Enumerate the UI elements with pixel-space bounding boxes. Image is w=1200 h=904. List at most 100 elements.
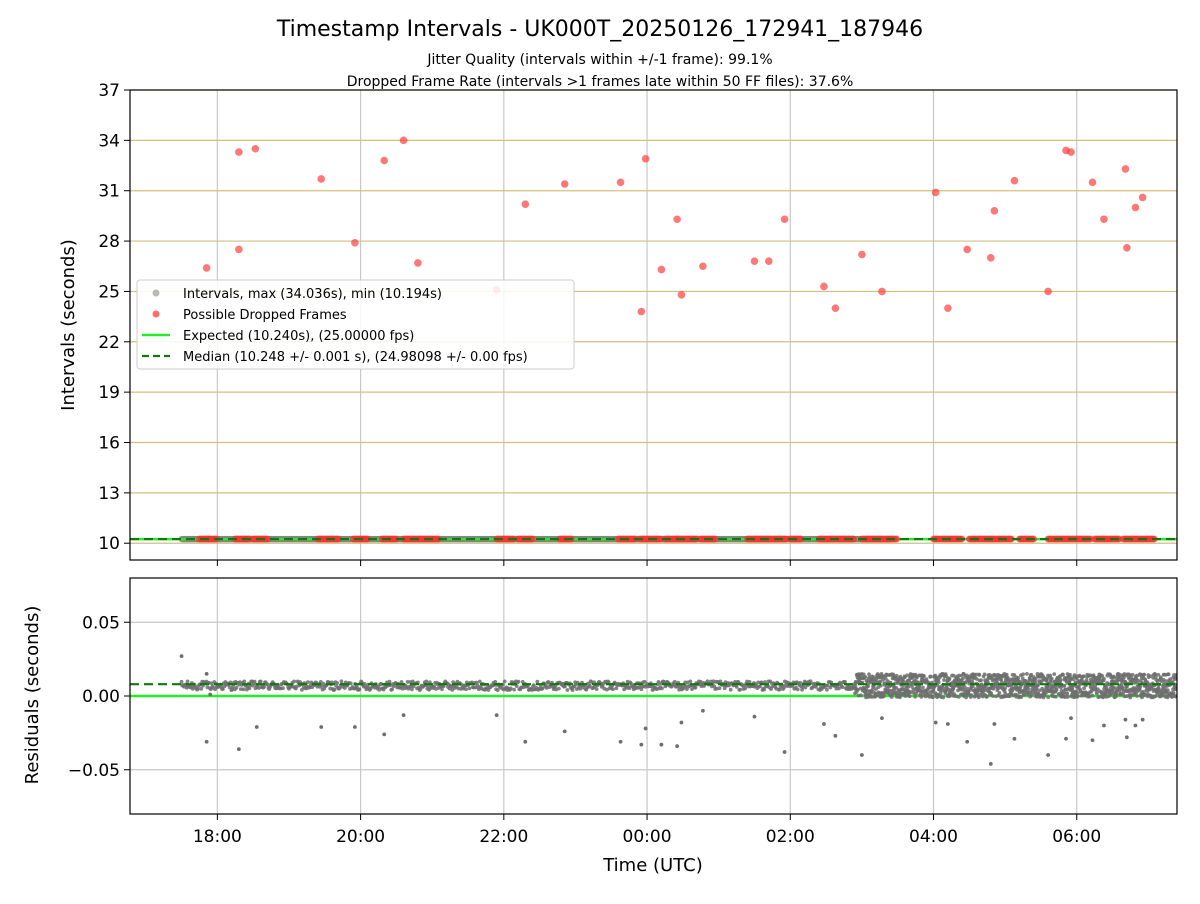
- dropped-frame-point: [831, 304, 840, 313]
- dropped-frame-point: [380, 156, 389, 165]
- legend-box: [136, 279, 575, 370]
- residual-point: [984, 694, 989, 699]
- residual-point: [252, 679, 257, 684]
- residual-outlier-point: [1046, 753, 1050, 757]
- residual-outlier-point: [880, 716, 884, 721]
- residual-point: [941, 695, 946, 700]
- residual-point: [502, 679, 507, 684]
- residual-outlier-point: [204, 671, 209, 676]
- residual-point: [688, 679, 693, 684]
- residual-point: [1065, 691, 1069, 696]
- residual-point: [936, 680, 941, 685]
- residual-point: [348, 681, 353, 686]
- figure-subtitle-dropped: Dropped Frame Rate (intervals >1 frames …: [347, 74, 854, 90]
- residual-point: [870, 687, 875, 692]
- residual-point: [262, 684, 266, 689]
- dropped-frame-baseline-point: [263, 535, 271, 543]
- residual-point: [1094, 691, 1099, 696]
- intervals-y-tick-label: 37: [98, 81, 120, 101]
- residual-point: [974, 677, 979, 681]
- residual-point: [840, 685, 845, 690]
- dropped-frame-point: [750, 257, 759, 266]
- residual-outlier-point: [859, 753, 864, 757]
- residual-outlier-point: [701, 708, 705, 713]
- figure-title: Timestamp Intervals - UK000T_20250126_17…: [276, 17, 923, 42]
- figure-subtitle-jitter: Jitter Quality (intervals within +/-1 fr…: [426, 52, 772, 68]
- residual-outlier-point: [254, 725, 259, 729]
- dropped-frame-point: [990, 207, 999, 215]
- residual-point: [227, 685, 232, 690]
- residual-point: [1082, 686, 1086, 691]
- residual-point: [409, 687, 414, 692]
- residual-point: [587, 683, 592, 688]
- residual-outlier-point: [523, 739, 528, 744]
- dropped-frame-point: [987, 254, 995, 262]
- intervals-legend: Intervals, max (34.036s), min (10.194s) P…: [136, 279, 575, 370]
- residual-point: [627, 686, 632, 691]
- residual-point: [1065, 695, 1070, 699]
- residual-outlier-point: [204, 739, 209, 744]
- residual-point: [803, 685, 808, 690]
- residual-point: [960, 676, 965, 681]
- residual-point: [241, 687, 246, 692]
- dropped-frame-point: [1138, 193, 1147, 202]
- intervals-y-tick-label: 28: [98, 232, 120, 252]
- residual-point: [1052, 672, 1057, 677]
- residual-point: [1075, 694, 1080, 699]
- residuals-y-axis-label: Residuals (seconds): [22, 606, 43, 785]
- residual-point: [1165, 688, 1170, 693]
- intervals-y-tick-label: 19: [98, 383, 120, 403]
- residual-point: [798, 680, 803, 685]
- residual-point: [758, 684, 762, 689]
- residual-point: [693, 685, 698, 690]
- legend-median-label: Median (10.248 +/- 0.001 s), (24.98098 +…: [183, 350, 528, 365]
- residual-point: [1010, 689, 1015, 693]
- residual-point: [991, 677, 996, 682]
- residual-point: [611, 687, 615, 692]
- residual-point: [728, 687, 733, 692]
- residual-point: [1003, 686, 1008, 691]
- residual-point: [399, 680, 404, 684]
- residual-point: [477, 679, 482, 684]
- residual-outlier-point: [1069, 716, 1073, 721]
- residual-point: [1135, 694, 1139, 698]
- dropped-frame-baseline-point: [1008, 535, 1015, 543]
- residual-point: [258, 679, 263, 684]
- dropped-frame-point: [677, 290, 686, 299]
- residual-point: [905, 673, 910, 678]
- residual-point: [795, 687, 800, 692]
- residual-point: [642, 679, 647, 684]
- residual-point: [1156, 672, 1161, 677]
- dropped-frame-point: [414, 259, 422, 267]
- residual-point: [1166, 672, 1171, 677]
- residual-point: [769, 687, 773, 691]
- dropped-frame-point: [1044, 287, 1052, 296]
- residual-point: [387, 679, 392, 684]
- residual-point: [1081, 674, 1086, 679]
- residual-point: [880, 677, 885, 682]
- residual-point: [1160, 693, 1165, 698]
- dropped-frame-point: [931, 188, 940, 197]
- dropped-frame-point: [560, 180, 569, 188]
- residual-point: [390, 687, 395, 692]
- residual-point: [967, 679, 972, 684]
- dropped-frame-point: [1088, 178, 1097, 187]
- residual-point: [763, 680, 767, 684]
- residual-point: [1048, 673, 1053, 678]
- dropped-frame-point: [351, 238, 359, 247]
- residual-outlier-point: [1064, 736, 1068, 741]
- residual-point: [1016, 675, 1021, 680]
- dropped-frame-baseline-point: [528, 535, 536, 543]
- residual-point: [1040, 678, 1044, 683]
- residual-point: [717, 686, 722, 691]
- residual-outlier-point: [933, 720, 938, 725]
- dropped-frame-point: [235, 148, 243, 156]
- residual-point: [882, 693, 886, 698]
- dropped-frame-point: [657, 265, 666, 274]
- residual-point: [1112, 675, 1116, 680]
- residual-point: [614, 686, 619, 691]
- residual-outlier-point: [988, 761, 993, 766]
- residual-outlier-point: [992, 722, 997, 726]
- residual-point: [931, 695, 935, 699]
